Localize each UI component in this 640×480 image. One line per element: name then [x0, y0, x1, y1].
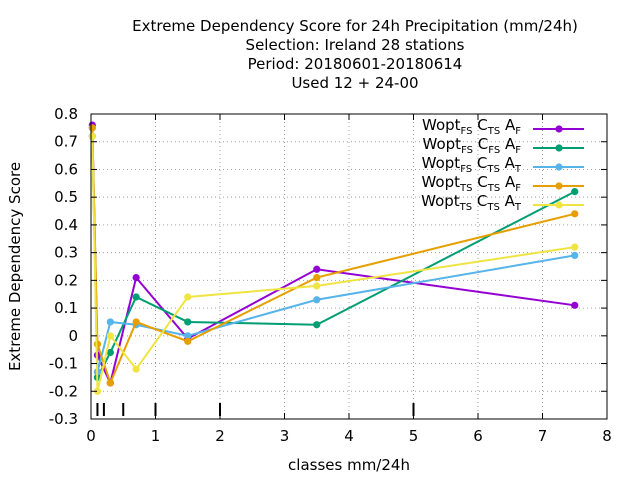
x-tick-label: 7: [538, 427, 548, 445]
data-point: [313, 282, 321, 290]
legend-swatch-point: [555, 182, 563, 190]
data-point: [88, 124, 96, 132]
series-group: [88, 121, 579, 395]
y-tick-label: 0: [68, 327, 78, 345]
data-point: [88, 132, 96, 140]
data-point: [106, 318, 114, 326]
y-tick-label: 0.5: [54, 188, 78, 206]
x-tick-label: 8: [602, 427, 612, 445]
x-axis-label: classes mm/24h: [288, 456, 410, 474]
data-point: [571, 210, 579, 218]
x-tick-label: 2: [215, 427, 225, 445]
data-point: [184, 337, 192, 345]
legend-swatch-point: [555, 144, 563, 152]
data-point: [132, 293, 140, 301]
data-point: [571, 251, 579, 260]
data-point: [106, 332, 114, 340]
data-point: [132, 273, 140, 282]
data-point: [184, 332, 192, 340]
data-point: [313, 296, 321, 304]
y-tick-label: 0.6: [54, 160, 78, 178]
title-line: Extreme Dependency Score for 24h Precipi…: [132, 17, 578, 35]
data-point: [106, 348, 114, 357]
y-axis-label: Extreme Dependency Score: [6, 162, 24, 371]
title-line: Selection: Ireland 28 stations: [246, 36, 465, 54]
y-tick-label: -0.3: [49, 410, 78, 428]
x-tick-label: 5: [409, 427, 419, 445]
legend-entry: WoptFS CTS AF: [422, 116, 521, 137]
x-tick-label: 6: [473, 427, 483, 445]
legend-swatch-point: [555, 125, 563, 133]
data-point: [571, 188, 579, 196]
data-point: [132, 365, 140, 373]
y-tick-label: -0.2: [49, 382, 78, 400]
data-point: [313, 265, 321, 273]
grid-lines: [91, 114, 607, 419]
data-point: [93, 387, 102, 395]
x-tick-label: 3: [280, 427, 290, 445]
x-tick-label: 1: [151, 427, 161, 445]
legend-entry: WoptTS CTS AT: [421, 192, 522, 213]
legend-entry: WoptFS CTS AT: [422, 154, 522, 175]
x-tick-label: 0: [86, 427, 96, 445]
y-tick-label: 0.4: [54, 216, 78, 234]
title-line: Used 12 + 24-00: [291, 74, 418, 92]
data-point: [184, 293, 192, 301]
data-point: [184, 318, 192, 326]
legend-entry: WoptFS CFS AF: [423, 135, 522, 156]
axis-ticks: 0 1 2 3 4 5 6 7 8 -0.3 -0.2 -0.1 0 0.1 0.2 0.3 0.4 0.5 0.6…: [49, 105, 612, 445]
data-point: [571, 243, 579, 251]
class-markers: [96, 403, 415, 416]
data-point: [132, 318, 140, 326]
y-tick-label: 0.1: [54, 299, 78, 317]
y-tick-label: 0.3: [54, 244, 78, 262]
data-point: [571, 301, 579, 309]
data-point: [106, 379, 114, 387]
legend-entry: WoptTS CTS AF: [421, 173, 521, 194]
legend-swatch-point: [555, 163, 563, 171]
chart-title: Extreme Dependency Score for 24h Precipi…: [132, 17, 578, 92]
x-tick-label: 4: [344, 427, 354, 445]
data-point: [313, 273, 321, 282]
title-line: Period: 20180601-20180614: [248, 55, 463, 73]
y-tick-label: 0.2: [54, 271, 78, 289]
legend-swatch-point: [555, 201, 563, 209]
y-tick-label: 0.7: [54, 133, 78, 151]
y-tick-label: 0.8: [54, 105, 78, 123]
y-tick-label: -0.1: [49, 355, 78, 373]
data-point: [313, 321, 321, 329]
